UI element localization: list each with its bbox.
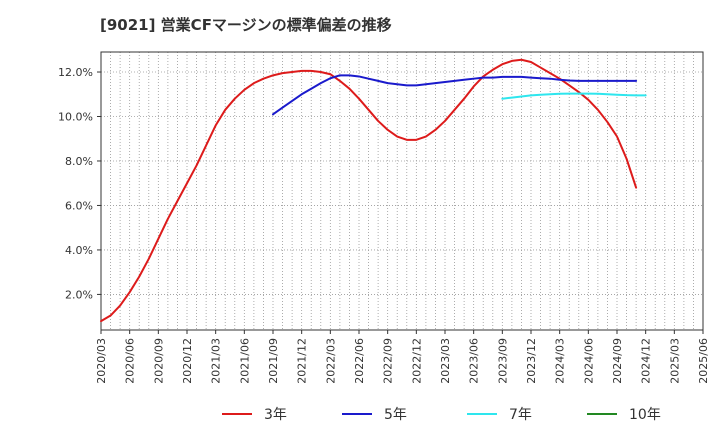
x-tick-label: 2020/06 bbox=[124, 338, 137, 384]
x-tick-label: 2022/03 bbox=[324, 338, 337, 384]
y-tick-label: 6.0% bbox=[65, 199, 93, 212]
x-tick-label: 2022/09 bbox=[382, 338, 395, 384]
y-tick-label: 10.0% bbox=[58, 110, 93, 123]
series-line bbox=[100, 58, 638, 323]
x-tick-label: 2021/09 bbox=[267, 338, 280, 384]
x-tick-label: 2021/12 bbox=[296, 338, 309, 384]
x-tick-label: 2024/12 bbox=[640, 338, 653, 384]
x-tick-label: 2022/06 bbox=[353, 338, 366, 384]
y-tick-label: 4.0% bbox=[65, 244, 93, 257]
series-line bbox=[272, 74, 638, 116]
y-tick-label: 12.0% bbox=[58, 66, 93, 79]
legend-label: 3年 bbox=[264, 407, 287, 423]
plot-frame bbox=[100, 51, 704, 331]
x-tick-label: 2023/12 bbox=[525, 338, 538, 384]
x-tick-label: 2021/03 bbox=[210, 338, 223, 384]
x-tick-label: 2024/06 bbox=[582, 338, 595, 384]
x-tick-label: 2024/09 bbox=[611, 338, 624, 384]
x-tick-label: 2025/06 bbox=[697, 338, 710, 384]
x-tick-label: 2023/03 bbox=[439, 338, 452, 384]
legend-label: 7年 bbox=[509, 407, 532, 423]
y-tick-label: 2.0% bbox=[65, 288, 93, 301]
plot-area bbox=[101, 52, 703, 330]
x-tick-label: 2020/09 bbox=[152, 338, 165, 384]
x-tick-label: 2024/03 bbox=[554, 338, 567, 384]
x-tick-label: 2022/12 bbox=[410, 338, 423, 384]
x-tick-label: 2021/06 bbox=[238, 338, 251, 384]
y-tick-label: 8.0% bbox=[65, 155, 93, 168]
legend-label: 5年 bbox=[384, 407, 407, 423]
x-tick-label: 2023/09 bbox=[496, 338, 509, 384]
x-tick-label: 2020/03 bbox=[95, 338, 108, 384]
series-line bbox=[501, 92, 647, 100]
x-tick-label: 2025/03 bbox=[668, 338, 681, 384]
legend-label: 10年 bbox=[629, 407, 661, 423]
chart-title: [9021] 営業CFマージンの標準偏差の推移 bbox=[100, 16, 392, 34]
x-tick-label: 2020/12 bbox=[181, 338, 194, 384]
x-tick-label: 2023/06 bbox=[468, 338, 481, 384]
